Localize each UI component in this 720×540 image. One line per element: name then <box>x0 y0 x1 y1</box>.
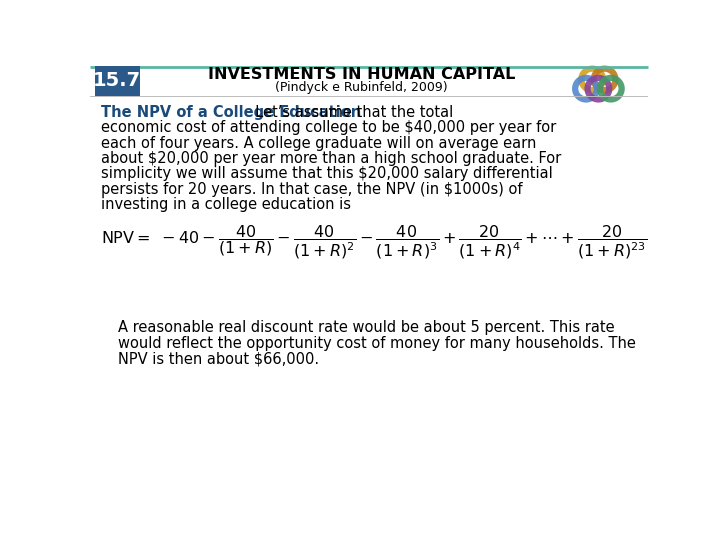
FancyBboxPatch shape <box>94 66 140 96</box>
Text: The NPV of a College Education: The NPV of a College Education <box>101 105 361 120</box>
Text: about $20,000 per year more than a high school graduate. For: about $20,000 per year more than a high … <box>101 151 561 166</box>
Text: 15.7: 15.7 <box>93 71 141 91</box>
Text: A reasonable real discount rate would be about 5 percent. This rate: A reasonable real discount rate would be… <box>118 320 615 335</box>
Text: INVESTMENTS IN HUMAN CAPITAL: INVESTMENTS IN HUMAN CAPITAL <box>207 68 515 82</box>
Text: Let’s assume that the total: Let’s assume that the total <box>246 105 454 120</box>
Text: simplicity we will assume that this $20,000 salary differential: simplicity we will assume that this $20,… <box>101 166 553 181</box>
Text: would reflect the opportunity cost of money for many households. The: would reflect the opportunity cost of mo… <box>118 336 636 351</box>
Text: (Pindyck e Rubinfeld, 2009): (Pindyck e Rubinfeld, 2009) <box>275 82 448 94</box>
Text: NPV is then about $66,000.: NPV is then about $66,000. <box>118 351 319 366</box>
Text: economic cost of attending college to be $40,000 per year for: economic cost of attending college to be… <box>101 120 556 135</box>
Text: each of four years. A college graduate will on average earn: each of four years. A college graduate w… <box>101 136 536 151</box>
Text: investing in a college education is: investing in a college education is <box>101 197 351 212</box>
Text: $\mathrm{NPV} = \ -40 - \dfrac{40}{(1+R)} - \dfrac{40}{(1+R)^{2}} - \dfrac{40}{(: $\mathrm{NPV} = \ -40 - \dfrac{40}{(1+R)… <box>101 223 647 261</box>
Text: persists for 20 years. In that case, the NPV (in $1000s) of: persists for 20 years. In that case, the… <box>101 182 522 197</box>
